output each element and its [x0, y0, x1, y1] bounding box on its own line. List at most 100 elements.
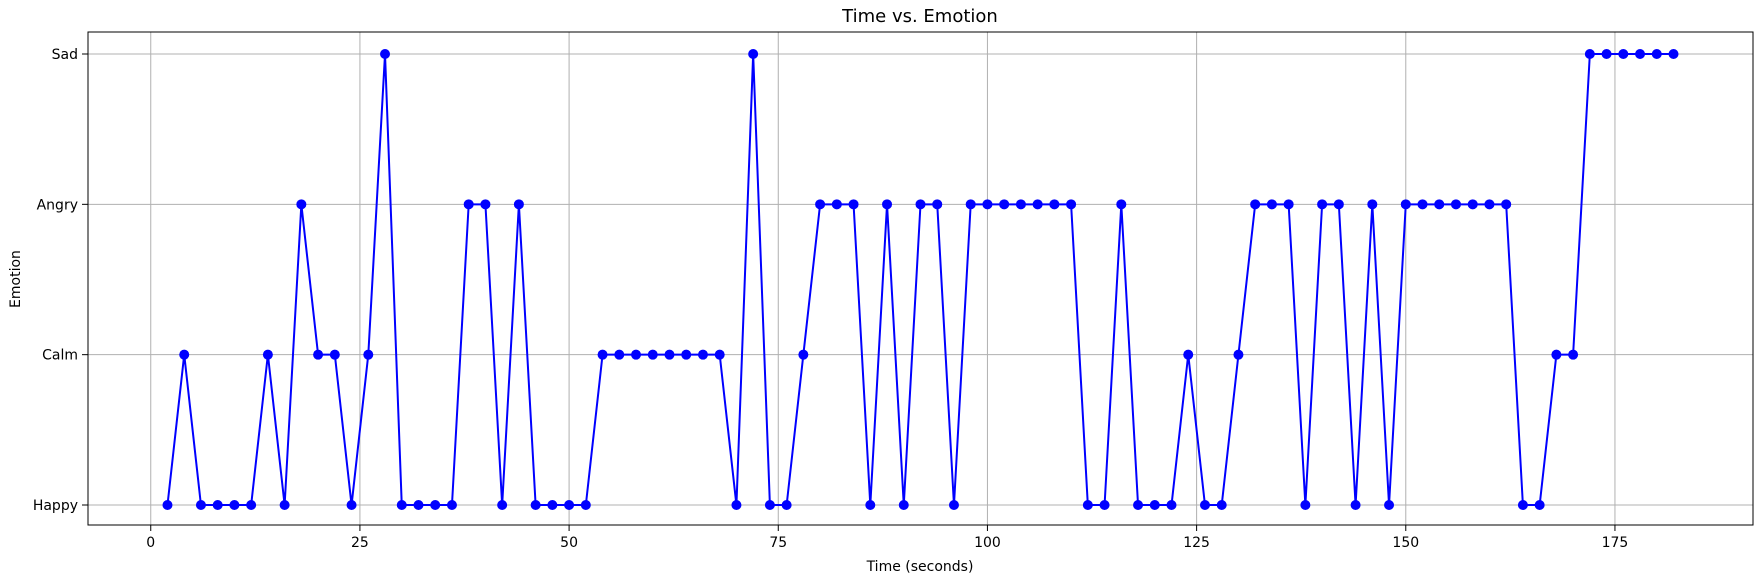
data-point	[296, 199, 307, 210]
data-point	[480, 199, 491, 210]
data-point	[965, 199, 976, 210]
data-point	[1501, 199, 1512, 210]
data-point	[631, 349, 642, 360]
y-tick-label: Calm	[42, 348, 78, 364]
data-point	[564, 500, 575, 510]
data-point	[848, 199, 859, 210]
data-point	[530, 500, 541, 510]
data-point	[1317, 199, 1328, 210]
data-point	[580, 500, 591, 510]
data-point	[1066, 199, 1077, 210]
data-point	[1099, 500, 1110, 510]
data-point	[882, 199, 893, 210]
series-layer	[162, 49, 1679, 510]
data-point	[1534, 500, 1545, 510]
data-point	[1635, 49, 1646, 59]
data-point	[1015, 199, 1026, 210]
data-point	[313, 349, 324, 360]
data-point	[1584, 49, 1595, 59]
data-point	[1333, 199, 1344, 210]
data-point	[413, 500, 424, 510]
x-tick-label: 0	[146, 535, 155, 551]
data-point	[798, 349, 809, 360]
data-point	[179, 349, 190, 360]
data-point	[446, 500, 457, 510]
data-point	[1082, 500, 1093, 510]
data-point	[1668, 49, 1679, 59]
x-tick-label: 50	[560, 535, 578, 551]
data-point	[1400, 199, 1411, 210]
data-point	[1032, 199, 1043, 210]
data-point	[1049, 199, 1060, 210]
data-point	[748, 49, 759, 59]
data-point	[898, 500, 909, 510]
data-point	[915, 199, 926, 210]
data-point	[714, 349, 725, 360]
data-point	[363, 349, 374, 360]
data-point	[764, 500, 775, 510]
data-point	[229, 500, 240, 510]
data-point	[195, 500, 206, 510]
data-point	[664, 349, 675, 360]
x-axis: 0 25 50 75 100 125 150 175	[146, 525, 1628, 551]
x-tick-label: 100	[974, 535, 1001, 551]
data-point	[597, 349, 608, 360]
x-tick-label: 25	[351, 535, 369, 551]
data-point	[1233, 349, 1244, 360]
chart-title: Time vs. Emotion	[841, 6, 998, 27]
data-point	[614, 349, 625, 360]
data-point	[279, 500, 290, 510]
grid-lines	[88, 32, 1753, 525]
x-axis-label: Time (seconds)	[866, 559, 974, 575]
data-point	[262, 349, 273, 360]
series-line	[166, 53, 1674, 506]
data-point	[380, 49, 391, 59]
data-point	[1183, 349, 1194, 360]
x-tick-label: 125	[1183, 535, 1210, 551]
data-point	[396, 500, 407, 510]
data-point	[1517, 500, 1528, 510]
data-point	[1384, 500, 1395, 510]
data-point	[1166, 500, 1177, 510]
data-point	[1199, 500, 1210, 510]
data-point	[246, 500, 257, 510]
data-point	[647, 349, 658, 360]
data-point	[681, 349, 692, 360]
data-point	[1250, 199, 1261, 210]
data-point	[831, 199, 842, 210]
data-point	[999, 199, 1010, 210]
data-point	[212, 500, 223, 510]
data-point	[1133, 500, 1144, 510]
data-point	[815, 199, 826, 210]
data-point	[1450, 199, 1461, 210]
data-point	[1651, 49, 1662, 59]
data-point	[430, 500, 441, 510]
data-point	[1216, 500, 1227, 510]
x-tick-label: 150	[1392, 535, 1419, 551]
data-point	[1149, 500, 1160, 510]
x-tick-label: 175	[1602, 535, 1629, 551]
data-point	[1484, 199, 1495, 210]
y-axis-label: Emotion	[8, 250, 24, 308]
data-point	[346, 500, 357, 510]
data-point	[1551, 349, 1562, 360]
x-tick-label: 75	[769, 535, 787, 551]
data-point	[1266, 199, 1277, 210]
plot-frame	[87, 31, 1754, 526]
data-point	[1434, 199, 1445, 210]
data-point	[513, 199, 524, 210]
data-point	[1300, 500, 1311, 510]
data-point	[463, 199, 474, 210]
data-point	[781, 500, 792, 510]
data-point	[1367, 199, 1378, 210]
data-point	[1618, 49, 1629, 59]
data-point	[1568, 349, 1579, 360]
data-point	[697, 349, 708, 360]
data-point	[731, 500, 742, 510]
data-point	[1350, 500, 1361, 510]
data-point	[1601, 49, 1612, 59]
y-tick-label: Happy	[33, 498, 78, 514]
data-point	[329, 349, 340, 360]
data-point	[497, 500, 508, 510]
